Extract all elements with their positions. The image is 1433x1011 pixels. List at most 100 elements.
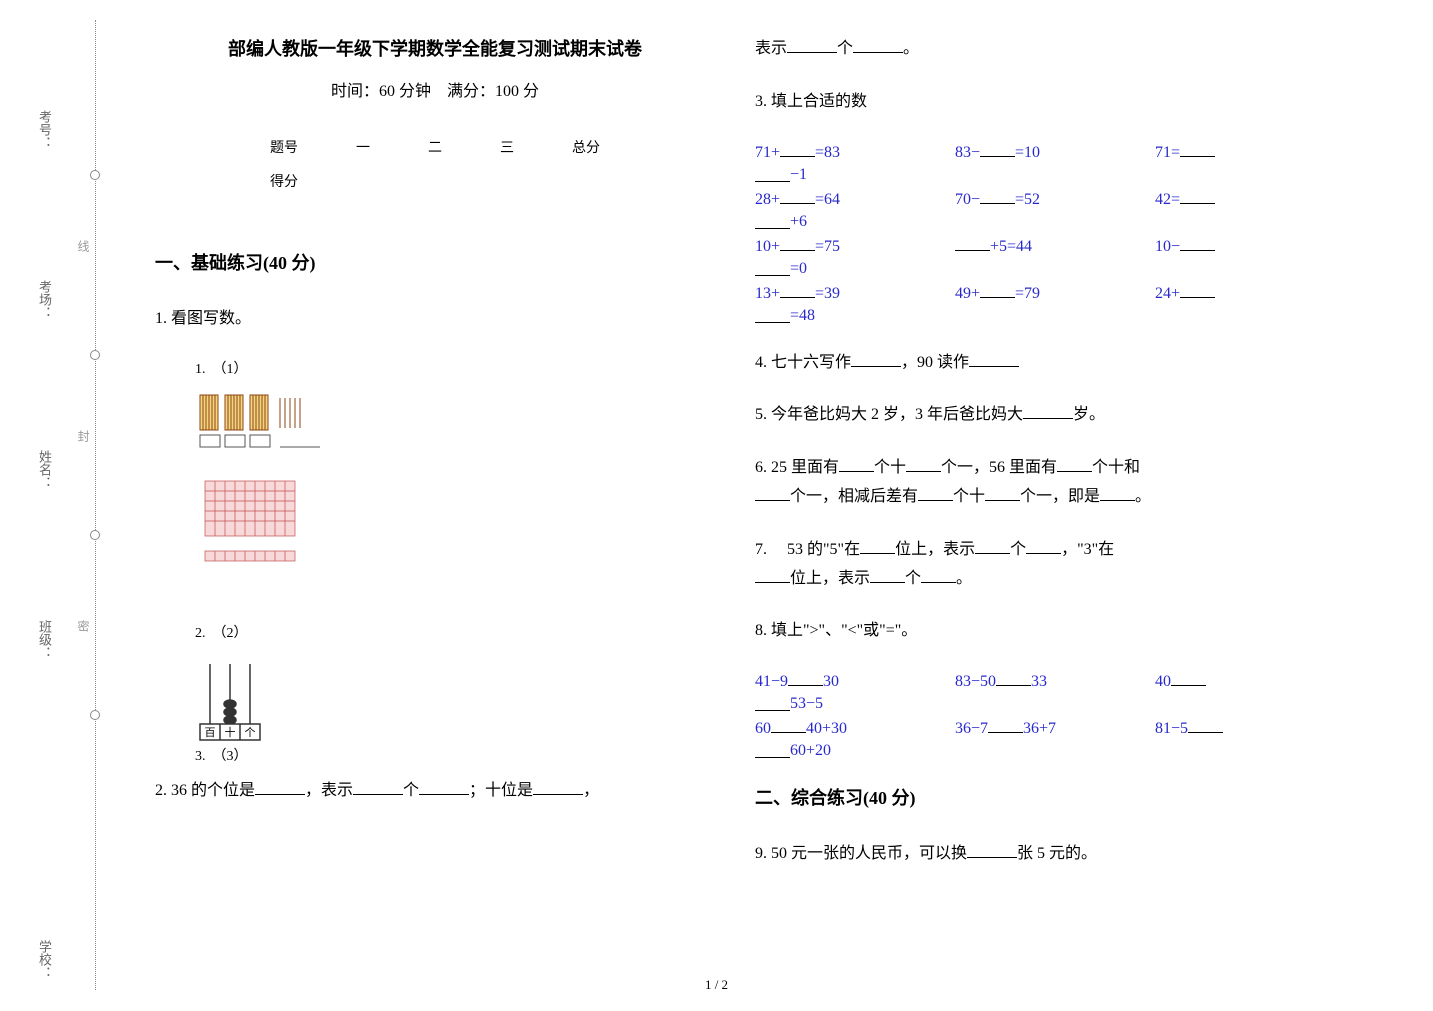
seal-char: 线: [75, 240, 92, 260]
blank: [839, 456, 874, 472]
q1-sub-3: 3. （3）: [195, 745, 715, 765]
blank: [980, 282, 1015, 298]
eq-row: =48: [755, 307, 1375, 325]
binding-dotted-line: [95, 20, 96, 990]
equation-block: 71+=83 83−=10 71= −1 28+=64 70−=52 42= +…: [755, 141, 1375, 325]
blank: [755, 166, 790, 182]
blank: [851, 351, 901, 367]
question-3: 3. 填上合适的数: [755, 88, 1375, 117]
th-3: 三: [472, 131, 542, 163]
binding-circle: [90, 530, 100, 540]
blank: [755, 485, 790, 501]
q2c-text: 个: [837, 40, 853, 57]
base-ten-blocks-icon: [195, 471, 325, 601]
td-score-label: 得分: [242, 165, 326, 197]
blank: [860, 538, 895, 554]
blank: [870, 567, 905, 583]
blank: [918, 485, 953, 501]
side-label-room: 考场：: [35, 280, 54, 319]
sticks-diagram: [195, 390, 715, 455]
blank: [988, 717, 1023, 733]
compare-block: 41−930 83−5033 40 53−5 6040+30 36−736+7 …: [755, 670, 1375, 760]
blank: [975, 538, 1010, 554]
cmp-row: 53−5: [755, 695, 1375, 713]
blank: [996, 670, 1031, 686]
blank: [967, 842, 1017, 858]
binding-circle: [90, 170, 100, 180]
blank: [1057, 456, 1092, 472]
eq-row: −1: [755, 166, 1375, 184]
blank: [980, 188, 1015, 204]
q2c-text: 。: [903, 40, 919, 57]
score-table: 题号 一 二 三 总分 得分: [240, 129, 630, 199]
blank: [980, 141, 1015, 157]
blank: [755, 213, 790, 229]
q2-text: ，表示: [305, 782, 353, 799]
blank: [788, 670, 823, 686]
left-column: 部编人教版一年级下学期数学全能复习测试期末试卷 时间：60 分钟 满分：100 …: [155, 35, 715, 830]
q2-text: ；十位是: [469, 782, 533, 799]
right-column: 表示 个 。 3. 填上合适的数 71+=83 83−=10 71= −1 28+=…: [755, 35, 1375, 893]
q2c-text: 表示: [755, 40, 787, 57]
blank: [1026, 538, 1061, 554]
binding-circle: [90, 350, 100, 360]
blank: [755, 742, 790, 758]
question-5: 5. 今年爸比妈大 2 岁，3 年后爸比妈大岁。: [755, 401, 1375, 430]
question-1: 1. 看图写数。: [155, 305, 715, 334]
abacus-ten-label: 十: [225, 725, 236, 739]
blank: [255, 779, 305, 795]
blank: [1023, 403, 1073, 419]
question-2-cont: 表示 个 。: [755, 35, 1375, 64]
binding-circle: [90, 710, 100, 720]
eq-row: +6: [755, 213, 1375, 231]
cmp-row: 6040+30 36−736+7 81−5: [755, 717, 1375, 738]
blank: [1100, 485, 1135, 501]
binding-sidebar: 考号： 考场： 姓名： 班级： 学校： 线 封 密: [0, 0, 135, 1011]
question-8: 8. 填上">"、"<"或"="。: [755, 617, 1375, 646]
seal-char: 封: [75, 430, 92, 450]
blank: [985, 485, 1020, 501]
eq-row: =0: [755, 260, 1375, 278]
blank: [353, 779, 403, 795]
side-label-class: 班级：: [35, 620, 54, 659]
blank: [533, 779, 583, 795]
q1-sub-1: 1. （1）: [195, 358, 715, 378]
seal-char: 密: [75, 620, 92, 640]
th-total: 总分: [544, 131, 628, 163]
counting-sticks-icon: [195, 390, 345, 450]
cmp-row: 41−930 83−5033 40: [755, 670, 1375, 691]
blank: [1171, 670, 1206, 686]
question-4: 4. 七十六写作，90 读作: [755, 349, 1375, 378]
question-7: 7. 53 的"5"在位上，表示个，"3"在 位上，表示个。: [755, 536, 1375, 594]
exam-subtitle: 时间：60 分钟 满分：100 分: [155, 77, 715, 101]
th-1: 一: [328, 131, 398, 163]
exam-title: 部编人教版一年级下学期数学全能复习测试期末试卷: [155, 35, 715, 61]
blank: [419, 779, 469, 795]
section-2-heading: 二、综合练习(40 分): [755, 784, 1375, 810]
abacus-hundred-label: 百: [205, 727, 216, 739]
cmp-row: 60+20: [755, 742, 1375, 760]
eq-row: 10+=75 +5=44 10−: [755, 235, 1375, 256]
blank: [853, 37, 903, 53]
place-value-abacus-icon: 百 十 个: [195, 654, 265, 744]
blank: [780, 188, 815, 204]
blank: [780, 282, 815, 298]
blank: [955, 235, 990, 251]
page-number: 1 / 2: [705, 977, 728, 993]
q2-text: 个: [403, 782, 419, 799]
question-9: 9. 50 元一张的人民币，可以换张 5 元的。: [755, 840, 1375, 869]
abacus-diagram: 百 十 个: [195, 654, 715, 749]
blank: [921, 567, 956, 583]
blank: [755, 567, 790, 583]
th-2: 二: [400, 131, 470, 163]
blank: [1180, 141, 1215, 157]
blank: [1180, 188, 1215, 204]
q1-sub-2: 2. （2）: [195, 622, 715, 642]
blank: [1180, 235, 1215, 251]
side-label-school: 学校：: [35, 940, 54, 979]
eq-row: 13+=39 49+=79 24+: [755, 282, 1375, 303]
blank: [755, 307, 790, 323]
blank: [1188, 717, 1223, 733]
side-label-examno: 考号：: [35, 110, 54, 149]
blank: [787, 37, 837, 53]
